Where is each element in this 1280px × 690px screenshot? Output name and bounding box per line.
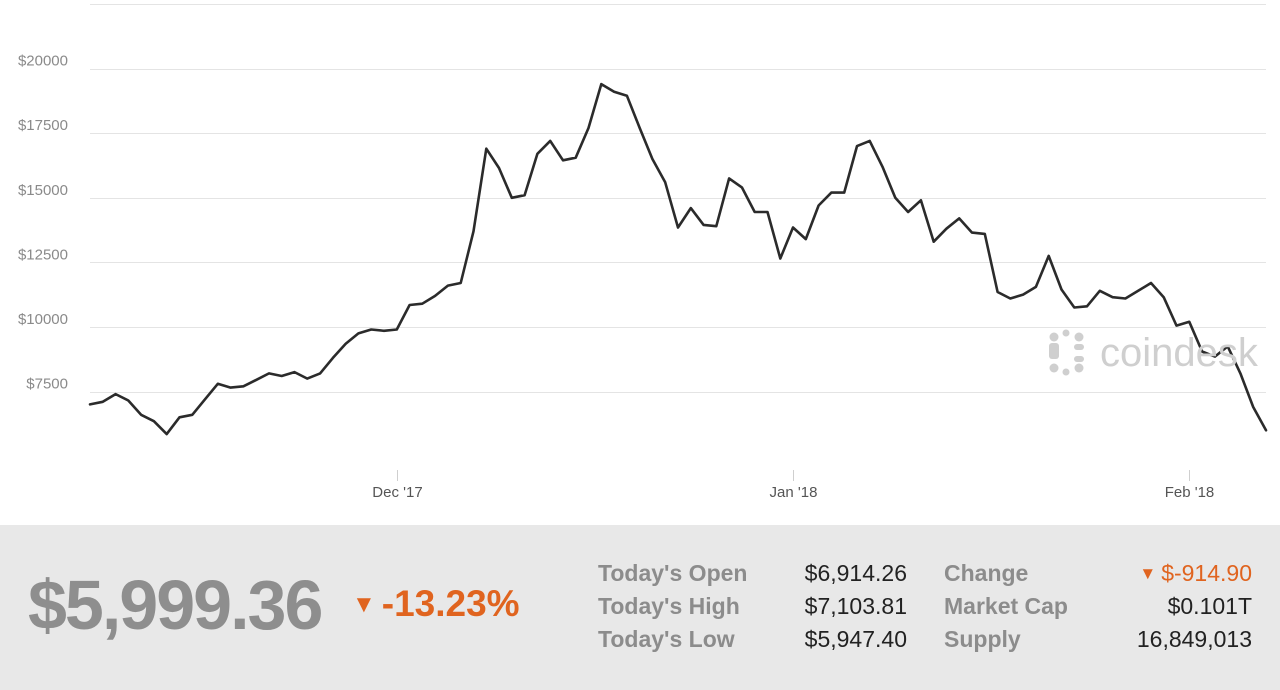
x-tick-label: Jan '18 bbox=[770, 484, 818, 501]
stat-label-high: Today's High bbox=[598, 593, 740, 619]
stat-value-supply: 16,849,013 bbox=[1136, 626, 1252, 652]
coindesk-logo-text: coindesk bbox=[1100, 331, 1259, 375]
stat-value-low: $5,947.40 bbox=[804, 626, 907, 652]
y-tick-label: $17500 bbox=[18, 117, 68, 134]
price-chart: $7500 $10000 $12500 $15000 $17500 $20000 Dec … bbox=[18, 4, 1268, 501]
stat-value-high: $7,103.81 bbox=[804, 593, 907, 619]
stat-value-open: $6,914.26 bbox=[804, 560, 907, 586]
stat-label-market-cap: Market Cap bbox=[944, 593, 1068, 619]
stat-value-market-cap: $0.101T bbox=[1167, 593, 1252, 619]
y-tick-label: $20000 bbox=[18, 53, 68, 70]
stat-label-change: Change bbox=[944, 560, 1029, 586]
down-arrow-icon: ▼ bbox=[352, 591, 376, 618]
percent-change: ▼ -13.23% bbox=[352, 582, 520, 627]
coindesk-logo: coindesk bbox=[1049, 329, 1259, 376]
price-summary-panel: $5,999.36 ▼ -13.23% Today's Open $6,914.2… bbox=[0, 525, 1280, 690]
y-tick-label: $7500 bbox=[26, 376, 68, 393]
stat-value-change: ▼ $-914.90 bbox=[1139, 558, 1252, 589]
y-tick-label: $12500 bbox=[18, 246, 68, 263]
chart-gridlines bbox=[90, 4, 1266, 393]
y-axis: $7500 $10000 $12500 $15000 $17500 $20000 bbox=[18, 53, 68, 393]
x-tick-label: Feb '18 bbox=[1165, 484, 1215, 501]
price-series-line bbox=[88, 82, 1268, 436]
percent-change-value: -13.23% bbox=[381, 583, 520, 624]
stat-label-supply: Supply bbox=[944, 626, 1021, 652]
coindesk-logo-icon bbox=[1049, 329, 1084, 376]
x-axis: Dec '17 Jan '18 Feb '18 bbox=[372, 470, 1214, 501]
stat-label-open: Today's Open bbox=[598, 560, 748, 586]
x-tick-label: Dec '17 bbox=[372, 484, 422, 501]
down-arrow-icon: ▼ bbox=[1139, 564, 1157, 583]
y-tick-label: $10000 bbox=[18, 311, 68, 328]
current-price: $5,999.36 bbox=[28, 566, 323, 644]
y-tick-label: $15000 bbox=[18, 182, 68, 199]
change-amount: $-914.90 bbox=[1161, 560, 1252, 586]
stat-label-low: Today's Low bbox=[598, 626, 735, 652]
